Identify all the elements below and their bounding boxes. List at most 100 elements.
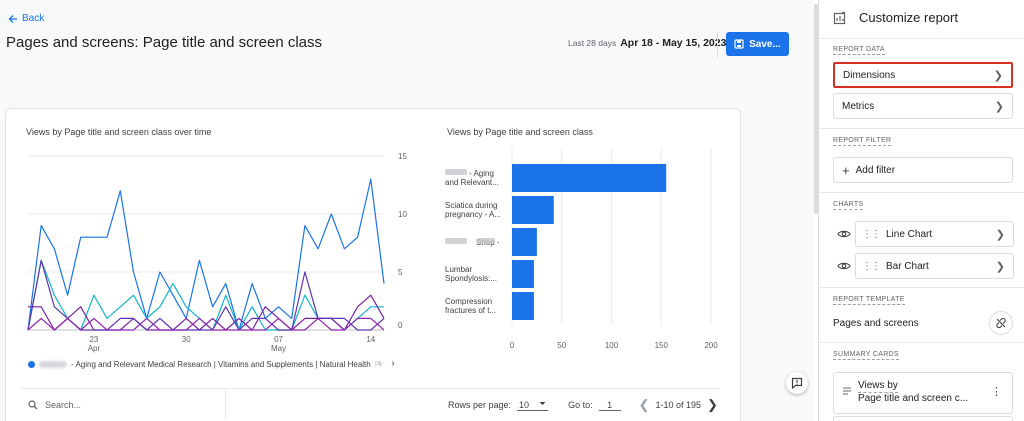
goto-label: Go to: [568,400,593,410]
table-search[interactable]: Search... [28,400,81,410]
drag-handle-icon[interactable]: ⋮⋮ [862,260,881,272]
line-chart-x-tick: 30 [182,335,191,344]
line-chart-item[interactable]: ⋮⋮ Line Chart ❯ [855,221,1014,247]
rows-per-page-select[interactable]: 10 [517,399,549,411]
customize-report-panel: Customize report REPORT DATA Dimensions … [818,0,1024,421]
bar-chart-bar[interactable] [512,164,667,192]
line-chart-x-tick: 07 [274,335,283,344]
date-range-prefix: Last 28 days [568,38,617,48]
add-filter-button[interactable]: + Add filter [833,157,1013,183]
summary-card-item[interactable]: Views by Page title and screen c... ⋮ [833,372,1013,414]
plus-icon: + [842,162,850,178]
bar-chart-category-label-2: and Relevant... [445,178,499,187]
line-chart-y-tick: 10 [398,210,407,219]
summary-card-line1: Views by [858,380,898,393]
drag-handle-icon[interactable]: ⋮⋮ [862,228,881,240]
bar-chart-x-tick: 100 [605,341,619,350]
bar-chart-item[interactable]: ⋮⋮ Bar Chart ❯ [855,253,1014,279]
bar-chart-x-tick: 0 [510,341,515,350]
bar-chart-bar[interactable] [512,260,534,288]
bar-label-redacted [445,238,467,244]
table-toolbar: Search... Rows per page: 10 Go to: 1 ❮ 1… [20,388,720,419]
legend-series-dot [28,361,35,368]
legend-fade-text: Pr [374,360,383,369]
summary-cards-label: SUMMARY CARDS [833,351,899,360]
legend-nav: ‹ › [378,358,395,369]
scrollbar-thumb[interactable] [814,4,818,214]
bar-chart-title: Views by Page title and screen class [447,127,593,137]
chevron-right-icon: ❯ [995,228,1005,241]
bar-chart-category-label: Lumbar [445,265,472,274]
chevron-right-icon: ❯ [993,69,1003,82]
feedback-icon [791,377,803,389]
main-content: Back Pages and screens: Page title and s… [0,0,815,421]
save-label: Save... [749,38,781,50]
bar-chart-category-label-2: Spondylosis:... [445,274,497,283]
bar-chart-category-label: Compression [445,297,492,306]
bar-chart-category-label-2: pregnancy - A... [445,210,501,219]
prev-page-icon[interactable]: ❮ [638,397,650,412]
bar-chart-x-tick: 50 [557,341,566,350]
pagination: Rows per page: 10 Go to: 1 ❮ 1-10 of 195… [448,397,718,413]
line-chart-y-tick: 0 [398,321,403,330]
bar-chart-bar[interactable] [512,292,534,320]
eye-icon[interactable] [837,259,851,273]
bar-chart-bar[interactable] [512,196,554,224]
chevron-right-icon[interactable]: › [391,358,395,369]
unlink-template-button[interactable] [989,311,1013,335]
chevron-right-icon: ❯ [995,260,1005,273]
rows-per-page-label: Rows per page: [448,400,512,410]
section-divider [819,128,1024,129]
chart-legend: - Aging and Relevant Medical Research | … [28,360,383,369]
rows-per-page-value: 10 [519,399,530,410]
report-data-label: REPORT DATA [833,46,885,55]
more-vert-icon[interactable]: ⋮ [991,386,1002,398]
report-template-label: REPORT TEMPLATE [833,296,905,305]
date-range-selector[interactable]: Last 28 days Apr 18 - May 15, 2023 [568,37,726,49]
bar-chart-label: Bar Chart [886,260,929,272]
header-divider [717,32,718,58]
dimensions-item[interactable]: Dimensions ❯ [833,62,1013,88]
chevron-left-icon[interactable]: ‹ [378,358,382,369]
goto-input[interactable]: 1 [598,400,621,411]
main-scrollbar[interactable] [814,0,818,421]
template-name: Pages and screens [833,318,919,329]
back-link[interactable]: Back [8,13,44,24]
bar-label-redacted [477,238,495,244]
bar-chart-bar[interactable] [512,228,537,256]
back-label: Back [22,13,45,24]
line-chart-series[interactable] [27,178,385,331]
date-range-value: Apr 18 - May 15, 2023 [620,37,727,49]
bar-chart-category-label: Sciatica during [445,201,497,210]
summary-card-next[interactable] [833,416,1013,421]
next-page-icon[interactable]: ❯ [707,397,718,412]
table-column-divider [225,389,226,419]
report-card: Views by Page title and screen class ove… [5,108,741,421]
line-chart-series[interactable] [27,317,385,331]
list-icon [843,387,851,395]
metrics-item[interactable]: Metrics ❯ [833,93,1013,119]
line-chart-x-tick: 23 [89,335,98,344]
bar-chart-x-tick: 150 [655,341,669,350]
line-chart-title: Views by Page title and screen class ove… [26,127,212,137]
line-chart-series[interactable] [27,259,385,331]
metrics-label: Metrics [842,100,875,112]
bar-chart-x-tick: 200 [704,341,718,350]
panel-header: Customize report [833,10,958,25]
section-divider [819,342,1024,343]
arrow-left-icon [8,14,17,23]
chevron-right-icon: ❯ [994,100,1004,113]
search-input[interactable]: Search... [45,400,82,410]
charts-label: CHARTS [833,201,864,210]
feedback-button[interactable] [786,372,808,394]
line-chart-x-tick: 14 [366,335,375,344]
summary-card-text: Views by Page title and screen c... [858,380,968,406]
panel-title: Customize report [859,10,958,25]
save-button[interactable]: Save... [726,32,789,56]
eye-icon[interactable] [837,227,851,241]
bar-chart-category-label: - Aging [469,169,494,178]
dimensions-label: Dimensions [843,69,896,81]
dropdown-arrow-icon [539,401,546,405]
